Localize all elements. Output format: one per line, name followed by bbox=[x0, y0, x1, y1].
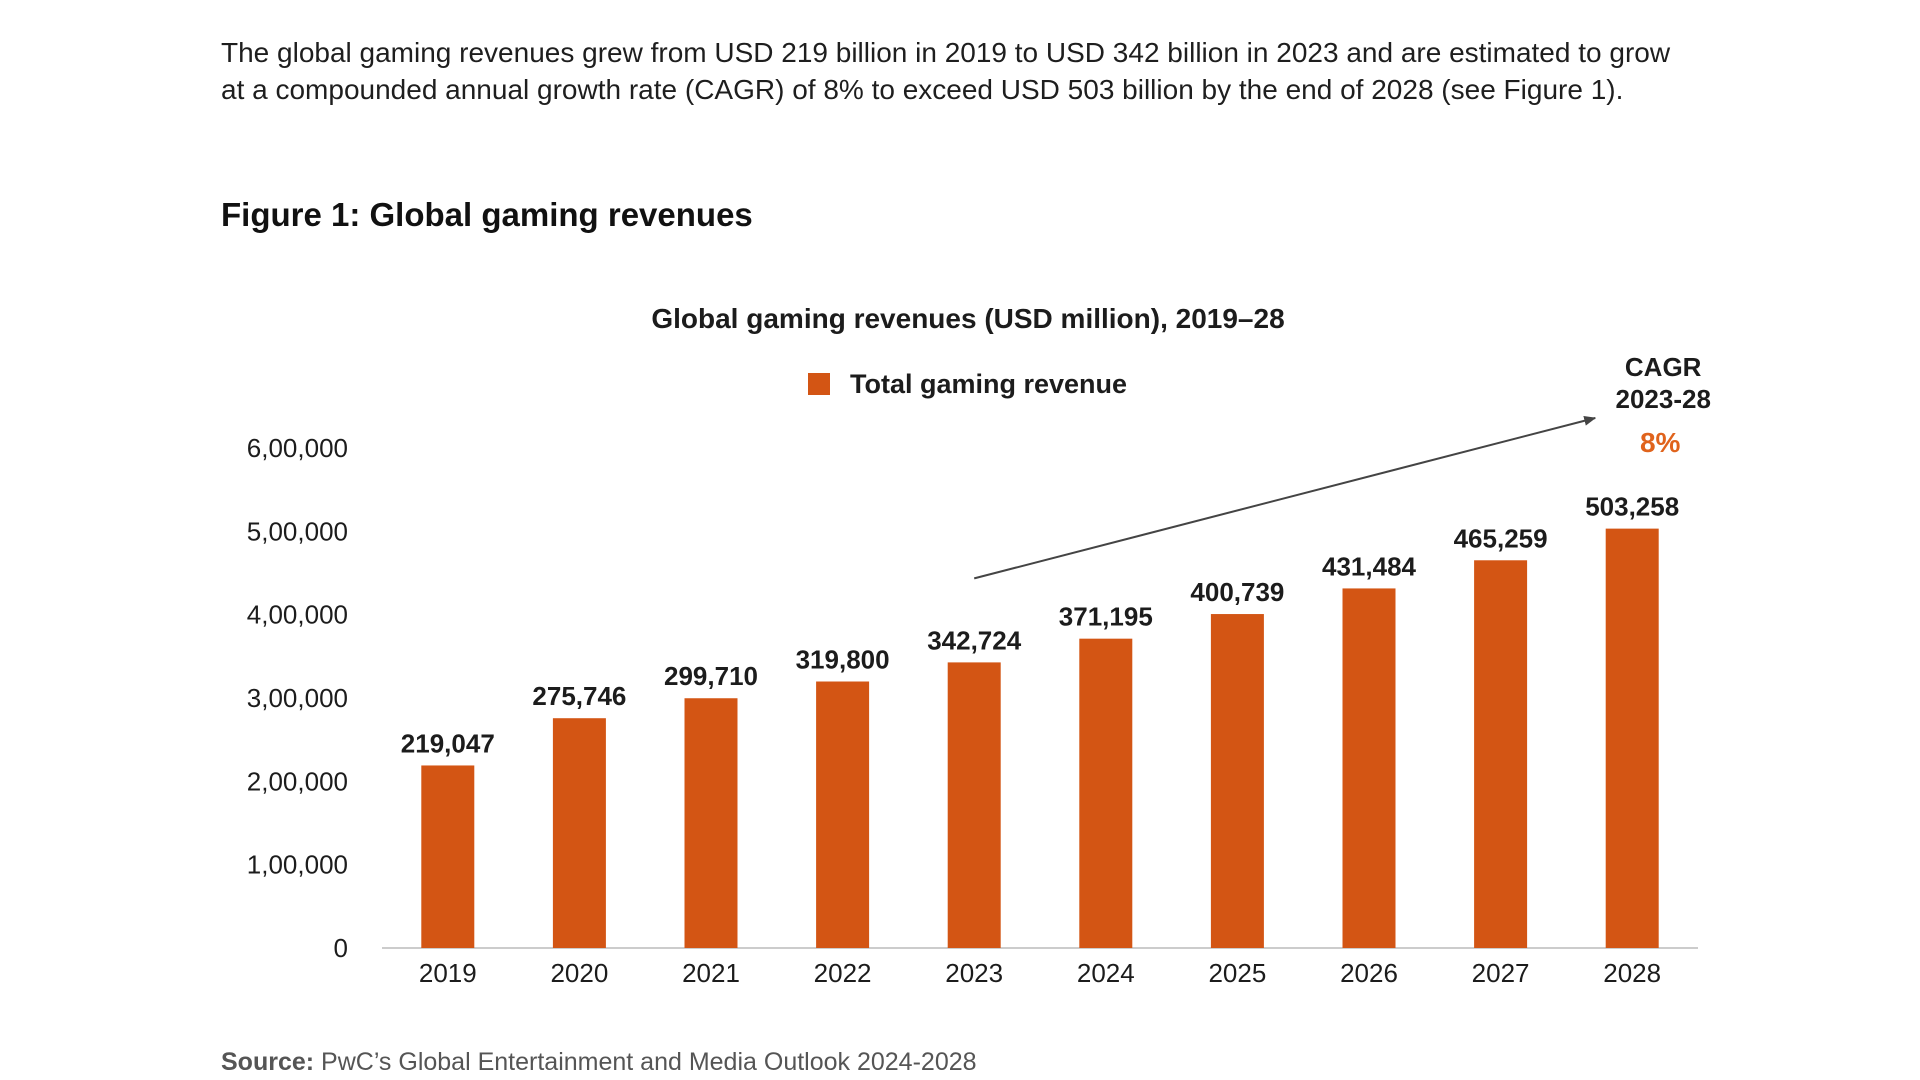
data-label: 465,259 bbox=[1454, 523, 1548, 553]
x-tick-label: 2020 bbox=[550, 958, 608, 988]
x-tick-label: 2028 bbox=[1603, 958, 1661, 988]
source-label: Source: bbox=[221, 1048, 315, 1076]
data-label: 275,746 bbox=[532, 681, 626, 711]
data-label: 503,258 bbox=[1585, 492, 1679, 522]
data-label: 219,047 bbox=[401, 728, 495, 758]
y-tick-label: 2,00,000 bbox=[247, 766, 348, 796]
cagr-value: 8% bbox=[1640, 427, 1681, 458]
chart-title: Global gaming revenues (USD million), 20… bbox=[651, 303, 1284, 334]
x-tick-label: 2024 bbox=[1077, 958, 1135, 988]
x-tick-label: 2025 bbox=[1208, 958, 1266, 988]
x-tick-label: 2023 bbox=[945, 958, 1003, 988]
y-tick-label: 6,00,000 bbox=[247, 433, 348, 463]
bar-2025 bbox=[1210, 614, 1264, 948]
data-label: 319,800 bbox=[796, 645, 890, 675]
data-label: 371,195 bbox=[1059, 602, 1153, 632]
revenue-bar-chart: Global gaming revenues (USD million), 20… bbox=[247, 303, 1711, 988]
data-label: 431,484 bbox=[1322, 551, 1417, 581]
bar-2023 bbox=[947, 662, 1001, 948]
bar-2026 bbox=[1342, 588, 1396, 948]
data-label: 400,739 bbox=[1190, 577, 1284, 607]
data-label: 342,724 bbox=[927, 625, 1022, 655]
x-tick-label: 2026 bbox=[1340, 958, 1398, 988]
legend-swatch bbox=[808, 373, 830, 395]
bar-2019 bbox=[421, 765, 475, 948]
bar-2022 bbox=[816, 681, 870, 948]
x-tick-label: 2019 bbox=[419, 958, 477, 988]
cagr-arrow bbox=[973, 415, 1597, 580]
cagr-label: CAGR bbox=[1625, 352, 1702, 382]
bar-series bbox=[421, 528, 1659, 948]
cagr-period: 2023-28 bbox=[1615, 384, 1710, 414]
data-labels: 219,047 275,746 299,710 319,800 342,724 371,1… bbox=[401, 492, 1679, 759]
source-text: PwC’s Global Entertainment and Media Out… bbox=[321, 1048, 977, 1076]
y-tick-label: 0 bbox=[334, 933, 348, 963]
y-tick-label: 4,00,000 bbox=[247, 600, 348, 630]
x-tick-label: 2022 bbox=[814, 958, 872, 988]
y-tick-label: 1,00,000 bbox=[247, 850, 348, 880]
x-axis: 2019 2020 2021 2022 2023 2024 2025 2026 2027 2028 bbox=[419, 958, 1661, 988]
intro-paragraph: The global gaming revenues grew from USD… bbox=[221, 37, 1671, 105]
cagr-annotation: CAGR 2023-28 8% bbox=[973, 352, 1711, 580]
bar-2028 bbox=[1605, 528, 1659, 948]
bar-2021 bbox=[684, 698, 738, 948]
y-tick-label: 3,00,000 bbox=[247, 683, 348, 713]
bar-2020 bbox=[552, 718, 606, 948]
bar-2024 bbox=[1079, 638, 1133, 948]
legend-label: Total gaming revenue bbox=[850, 369, 1127, 399]
figure-title: Figure 1: Global gaming revenues bbox=[221, 196, 753, 233]
source-note: Source: PwC’s Global Entertainment and M… bbox=[221, 1048, 977, 1077]
bar-2027 bbox=[1474, 560, 1528, 948]
x-tick-label: 2021 bbox=[682, 958, 740, 988]
chart-legend: Total gaming revenue bbox=[808, 369, 1127, 399]
y-tick-label: 5,00,000 bbox=[247, 516, 348, 546]
x-tick-label: 2027 bbox=[1472, 958, 1530, 988]
y-axis: 0 1,00,000 2,00,000 3,00,000 4,00,000 5,00,00… bbox=[247, 433, 348, 963]
data-label: 299,710 bbox=[664, 661, 758, 691]
